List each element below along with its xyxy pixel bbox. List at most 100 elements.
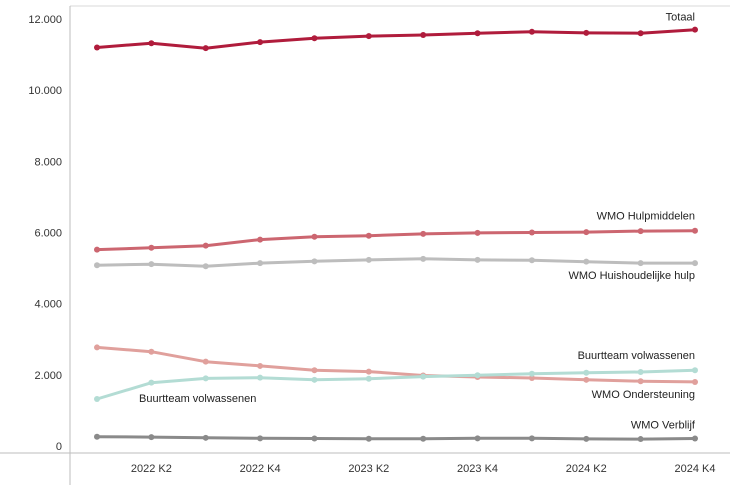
series-group	[94, 433, 698, 443]
data-point	[637, 260, 644, 267]
data-point	[202, 375, 209, 382]
data-point	[202, 45, 209, 52]
y-axis-ticks: 0 2.000 4.000 6.000 8.000 10.000 12.000	[28, 14, 62, 453]
x-tick-label: 2022 K2	[131, 463, 172, 475]
data-point	[311, 258, 318, 265]
series-label: WMO Hulpmiddelen	[597, 211, 695, 223]
data-point	[474, 372, 481, 379]
data-point	[202, 242, 209, 249]
data-point	[637, 30, 644, 37]
x-tick-label: 2022 K4	[240, 463, 281, 475]
data-point	[528, 257, 535, 264]
series-label: WMO Huishoudelijke hulp	[568, 270, 695, 282]
series-line	[95, 257, 697, 268]
y-tick-label: 2.000	[34, 370, 62, 382]
data-point	[148, 434, 155, 441]
data-point	[474, 256, 481, 263]
data-point	[365, 256, 372, 263]
y-tick-label: 10.000	[28, 85, 62, 97]
data-point	[94, 433, 100, 440]
data-point	[365, 232, 372, 239]
data-point	[692, 378, 698, 385]
data-point	[311, 435, 318, 442]
data-point	[420, 255, 427, 262]
data-point	[148, 348, 155, 355]
data-point	[420, 230, 427, 237]
data-point	[257, 260, 264, 267]
data-point	[257, 362, 264, 369]
data-point	[94, 344, 100, 351]
series-label: WMO Verblijf	[631, 420, 696, 432]
data-point	[474, 229, 481, 236]
y-tick-label: 0	[56, 441, 62, 453]
series-line	[95, 229, 697, 252]
series-label: Buurtteam volwassenen	[139, 393, 256, 405]
data-point	[365, 375, 372, 382]
series-group	[94, 255, 698, 270]
series-group	[94, 26, 698, 52]
series-label: WMO Ondersteuning	[592, 389, 695, 401]
series-group	[94, 344, 698, 385]
data-point	[202, 434, 209, 441]
data-point	[474, 435, 481, 442]
data-point	[583, 435, 590, 442]
series-group	[94, 227, 698, 253]
x-tick-label: 2024 K4	[675, 463, 716, 475]
data-point	[365, 368, 372, 375]
data-point	[637, 378, 644, 385]
series-line	[95, 368, 697, 401]
data-point	[311, 367, 318, 374]
data-point	[311, 376, 318, 383]
data-point	[311, 35, 318, 42]
x-tick-label: 2023 K2	[348, 463, 389, 475]
data-point	[637, 436, 644, 443]
series-line	[95, 345, 697, 384]
data-point	[148, 40, 155, 47]
data-point	[257, 236, 264, 243]
data-point	[583, 29, 590, 36]
data-point	[583, 258, 590, 265]
data-point	[583, 229, 590, 236]
data-point	[365, 435, 372, 442]
data-point	[94, 246, 100, 253]
data-point	[528, 375, 535, 382]
data-point	[365, 33, 372, 40]
data-point	[257, 374, 264, 381]
data-point	[583, 369, 590, 376]
data-point	[257, 435, 264, 442]
data-point	[202, 263, 209, 270]
data-point	[692, 26, 698, 33]
data-point	[257, 39, 264, 46]
data-point	[311, 233, 318, 240]
data-point	[94, 396, 100, 403]
data-point	[148, 379, 155, 386]
series-layer	[94, 26, 698, 443]
data-point	[202, 358, 209, 365]
series-line	[95, 435, 697, 441]
data-point	[637, 368, 644, 375]
data-point	[528, 229, 535, 236]
y-tick-label: 8.000	[34, 156, 62, 168]
series-group	[94, 367, 698, 403]
data-point	[94, 44, 100, 51]
x-axis-ticks: 2022 K2 2022 K4 2023 K2 2023 K4 2024 K2 2024 …	[131, 463, 716, 475]
series-label: Buurtteam volwassenen	[578, 350, 695, 362]
data-point	[420, 32, 427, 39]
data-point	[583, 376, 590, 383]
data-point	[692, 260, 698, 267]
y-tick-label: 4.000	[34, 299, 62, 311]
y-tick-label: 6.000	[34, 228, 62, 240]
series-labels: Totaal WMO Hulpmiddelen WMO Huishoudelijke…	[139, 12, 696, 432]
data-point	[528, 370, 535, 377]
data-point	[692, 435, 698, 442]
x-tick-label: 2023 K4	[457, 463, 498, 475]
y-tick-label: 12.000	[28, 14, 62, 26]
data-point	[528, 435, 535, 442]
data-point	[474, 30, 481, 37]
data-point	[692, 367, 698, 374]
data-point	[420, 373, 427, 380]
data-point	[637, 228, 644, 235]
data-point	[148, 244, 155, 251]
